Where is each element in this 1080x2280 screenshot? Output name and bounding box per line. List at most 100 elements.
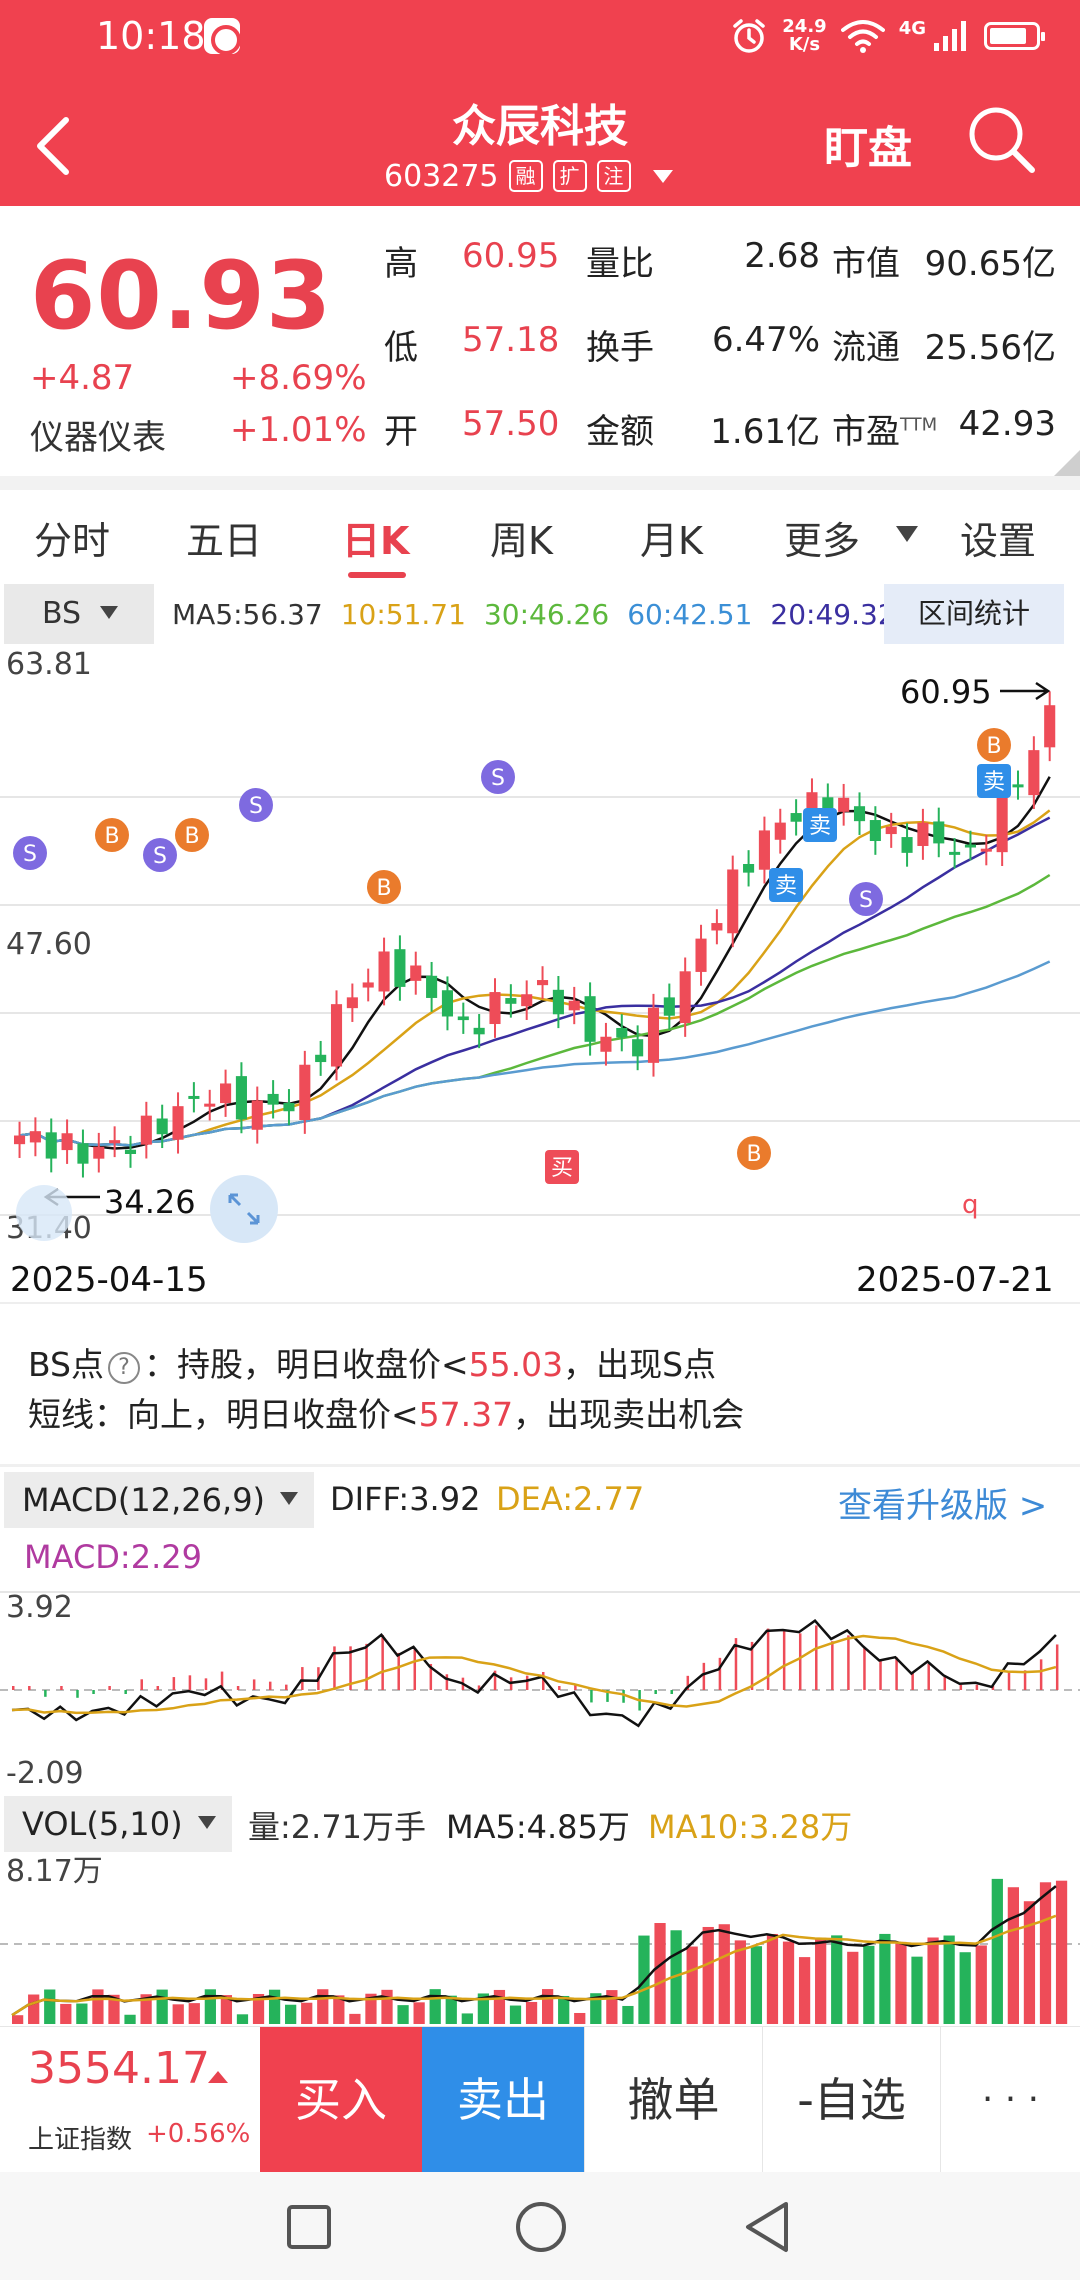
back-nav-icon[interactable] <box>742 2200 792 2254</box>
macd-bar <box>204 1678 208 1690</box>
macd-bar <box>252 1679 256 1690</box>
fullscreen-button[interactable] <box>210 1175 278 1243</box>
sector-name[interactable]: 仪器仪表 <box>30 418 166 458</box>
volume-bar <box>1055 1880 1068 2024</box>
macd-bar <box>654 1690 657 1694</box>
candle-body <box>124 1149 137 1154</box>
cursor-button[interactable] <box>16 1185 72 1241</box>
volume-bar <box>60 2003 72 2024</box>
help-icon[interactable]: ? <box>108 1352 141 1384</box>
candle-body <box>663 997 675 1016</box>
buy-box-label: 买 <box>551 1156 573 1181</box>
macd-bar <box>76 1690 79 1698</box>
more-button[interactable]: · · · <box>940 2027 1080 2173</box>
buy-signal-dot <box>977 728 1011 762</box>
tab-monthly-k[interactable]: 月K <box>640 519 703 563</box>
buy-signal-marker: B <box>977 728 1011 762</box>
volume-bar <box>1039 1882 1052 2024</box>
sell-signal-dot <box>481 760 515 794</box>
macd-chart[interactable]: 3.92 -2.09 <box>0 1590 1080 1791</box>
candle-body <box>14 1135 26 1145</box>
volume-bar <box>156 1989 168 2024</box>
macd-bar <box>236 1686 240 1690</box>
volume-bar <box>1007 1887 1019 2024</box>
cancel-order-button[interactable]: 撤单 <box>584 2027 762 2173</box>
sell-signal-dot <box>239 788 273 822</box>
vol-ma10: MA10:3.28万 <box>648 1808 853 1846</box>
volume-chart[interactable]: 8.17万 <box>0 1846 1080 2026</box>
volume-bar <box>847 1951 859 2024</box>
candle-body <box>61 1133 73 1151</box>
watch-button[interactable]: 盯盘 <box>824 123 912 174</box>
candle-body <box>330 1004 343 1067</box>
more-dropdown-icon[interactable] <box>896 526 918 542</box>
candle-body <box>220 1083 232 1104</box>
sell-signal-label: S <box>153 844 167 869</box>
expand-corner-icon[interactable] <box>1054 450 1080 476</box>
candle-body <box>283 1102 295 1112</box>
volume-bar <box>413 2002 425 2024</box>
macd-value: MACD:2.29 <box>24 1538 202 1576</box>
macd-y-bottom: -2.09 <box>6 1756 84 1791</box>
volume-bar <box>590 1993 602 2024</box>
candle-body <box>774 822 786 840</box>
volume-bar <box>782 1941 795 2024</box>
candle-body <box>93 1146 105 1159</box>
low-price-label: 34.26 <box>104 1183 196 1221</box>
system-nav-bar <box>0 2172 1080 2280</box>
quote-value-volume-ratio: 2.68 <box>744 236 820 276</box>
sell-box-label: 卖 <box>775 874 797 899</box>
range-stats-button[interactable]: 区间统计 <box>884 584 1064 644</box>
ma-bar: BS MA5:56.37 10:51.71 30:46.26 60:42.51 … <box>0 584 1080 644</box>
signal-icon <box>934 21 966 51</box>
macd-bar <box>1023 1670 1027 1690</box>
chevron-down-icon[interactable] <box>652 169 673 183</box>
stock-code-row[interactable]: 603275 融 扩 注 <box>384 156 673 196</box>
tab-daily-k[interactable]: 日K <box>342 519 410 563</box>
sell-signal-marker: S <box>143 838 177 872</box>
tab-weekly-k[interactable]: 周K <box>490 519 553 563</box>
search-icon[interactable] <box>964 102 1038 176</box>
macd-bar <box>702 1662 706 1690</box>
candle-body <box>996 793 1008 853</box>
volume-bar <box>12 2015 24 2024</box>
macd-selector[interactable]: MACD(12,26,9) <box>4 1472 314 1528</box>
volume-bar <box>991 1878 1003 2024</box>
upgrade-link[interactable]: 查看升级版 > <box>838 1486 1048 1526</box>
buy-signal-label: B <box>376 876 391 901</box>
candle-body <box>394 949 406 987</box>
candle-body <box>949 851 961 855</box>
vol-selector[interactable]: VOL(5,10) <box>4 1796 232 1852</box>
remove-watchlist-button[interactable]: -自选 <box>762 2027 940 2173</box>
sell-button[interactable]: 卖出 <box>422 2027 584 2173</box>
macd-bar <box>1007 1670 1011 1690</box>
tab-intraday[interactable]: 分时 <box>34 519 111 563</box>
buy-button[interactable]: 买入 <box>260 2027 422 2173</box>
candle-body <box>632 1039 644 1057</box>
volume-bar <box>365 1993 377 2024</box>
recent-apps-icon[interactable] <box>286 2204 332 2250</box>
candle-body <box>188 1095 200 1099</box>
bs-info-panel: BS点? ：持股，明日收盘价<55.03，出现S点 短线：向上，明日收盘价<57.… <box>28 1340 1068 1440</box>
buy-signal-dot <box>175 818 209 852</box>
quote-value-float-cap: 25.56亿 <box>924 328 1056 368</box>
candle-body <box>235 1076 247 1120</box>
macd-bar <box>1055 1644 1059 1690</box>
quote-label-pe: 市盈TTM <box>832 412 938 452</box>
back-arrow-icon[interactable] <box>26 108 82 184</box>
volume-bar <box>798 1957 811 2024</box>
tab-more[interactable]: 更多 <box>784 519 861 563</box>
tab-five-day[interactable]: 五日 <box>186 519 263 563</box>
network-type: 4G <box>898 17 926 39</box>
stock-code: 603275 <box>384 158 499 194</box>
volume-bar <box>911 1956 923 2024</box>
volume-bar <box>831 1935 843 2024</box>
tag-margin: 融 <box>508 160 543 192</box>
settings-button[interactable]: 设置 <box>960 519 1037 563</box>
macd-bar <box>172 1677 176 1690</box>
home-icon[interactable] <box>514 2200 568 2254</box>
macd-bar <box>798 1633 802 1690</box>
bs-indicator-selector[interactable]: BS <box>4 584 154 644</box>
